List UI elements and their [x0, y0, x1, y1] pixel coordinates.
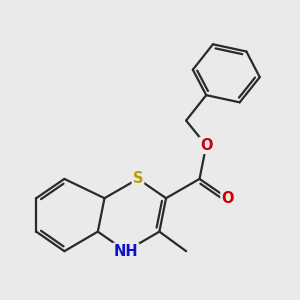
- Text: S: S: [133, 171, 143, 186]
- Text: O: O: [200, 138, 212, 153]
- Text: NH: NH: [114, 244, 138, 259]
- Text: O: O: [221, 191, 234, 206]
